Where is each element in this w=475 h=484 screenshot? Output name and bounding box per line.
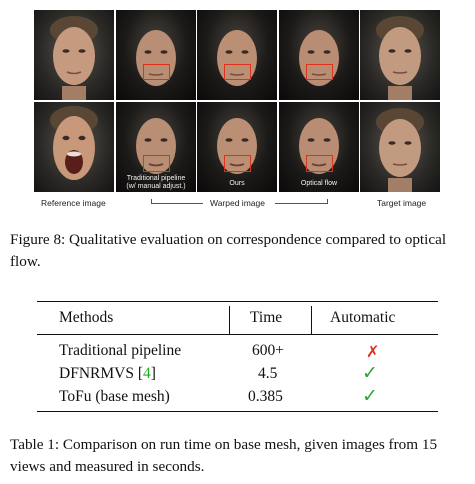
- mouth-highlight-box: [306, 155, 333, 172]
- mouth-highlight-box: [306, 64, 333, 80]
- cell-time: 4.5: [258, 365, 278, 382]
- cell-method: DFNRMVS [4]: [59, 365, 156, 382]
- optical-flow-label: Optical flow: [300, 180, 338, 187]
- header-methods: Methods: [59, 309, 114, 326]
- face-photo: [376, 16, 424, 100]
- figure-8: Traditional pipeline (w/ manual adjust.)…: [34, 10, 440, 193]
- column-divider-2: [311, 306, 312, 334]
- warped-traditional-open: Traditional pipeline (w/ manual adjust.): [116, 102, 196, 192]
- warped-image-label: Warped image: [210, 198, 265, 208]
- target-image-bottom: [360, 102, 440, 192]
- target-image-top: [360, 10, 440, 100]
- face-photo: [50, 16, 98, 100]
- mouth-highlight-box: [224, 64, 251, 80]
- mouth-highlight-box: [224, 155, 251, 172]
- bracket-line-right: [275, 203, 327, 204]
- check-icon: ✓: [362, 385, 378, 407]
- citation-link[interactable]: 4: [142, 365, 151, 382]
- face-photo: [299, 118, 339, 174]
- mouth-highlight-box: [143, 64, 170, 80]
- check-icon: ✓: [362, 362, 378, 384]
- bracket-tick-right: [327, 199, 328, 204]
- traditional-pipeline-label: Traditional pipeline (w/ manual adjust.): [126, 175, 186, 190]
- table-caption: Table 1: Comparison on run time on base …: [10, 436, 438, 475]
- table-mid-rule: [37, 334, 438, 335]
- warped-ours-open: Ours: [197, 102, 277, 192]
- face-photo: [299, 30, 339, 86]
- cell-time: 600+: [252, 342, 284, 359]
- target-image-label: Target image: [377, 198, 427, 208]
- reference-image-open-mouth: [34, 102, 114, 192]
- cross-icon: ✗: [366, 342, 380, 361]
- warped-optical-flow-neutral: [279, 10, 359, 100]
- table-top-rule: [37, 301, 438, 303]
- header-time: Time: [250, 309, 283, 326]
- reference-image-neutral: [34, 10, 114, 100]
- face-photo: [136, 118, 176, 174]
- mouth-highlight-box: [143, 155, 170, 172]
- face-photo: [217, 30, 257, 86]
- face-photo: [376, 108, 424, 192]
- face-photo: [217, 118, 257, 174]
- column-divider-1: [229, 306, 230, 334]
- face-photo: [136, 30, 176, 86]
- cell-method: Traditional pipeline: [59, 342, 182, 359]
- bracket-tick-left: [151, 199, 152, 204]
- cell-time: 0.385: [248, 388, 283, 405]
- face-photo: [50, 106, 98, 180]
- reference-image-label: Reference image: [41, 198, 106, 208]
- figure-caption: Figure 8: Qualitative evaluation on corr…: [10, 231, 447, 270]
- ours-label: Ours: [229, 180, 245, 187]
- warped-traditional-neutral: [116, 10, 196, 100]
- table-bottom-rule: [37, 411, 438, 413]
- bracket-line-left: [151, 203, 203, 204]
- header-automatic: Automatic: [330, 309, 396, 326]
- warped-ours-neutral: [197, 10, 277, 100]
- warped-optical-flow-open: Optical flow: [279, 102, 359, 192]
- cell-method: ToFu (base mesh): [59, 388, 170, 405]
